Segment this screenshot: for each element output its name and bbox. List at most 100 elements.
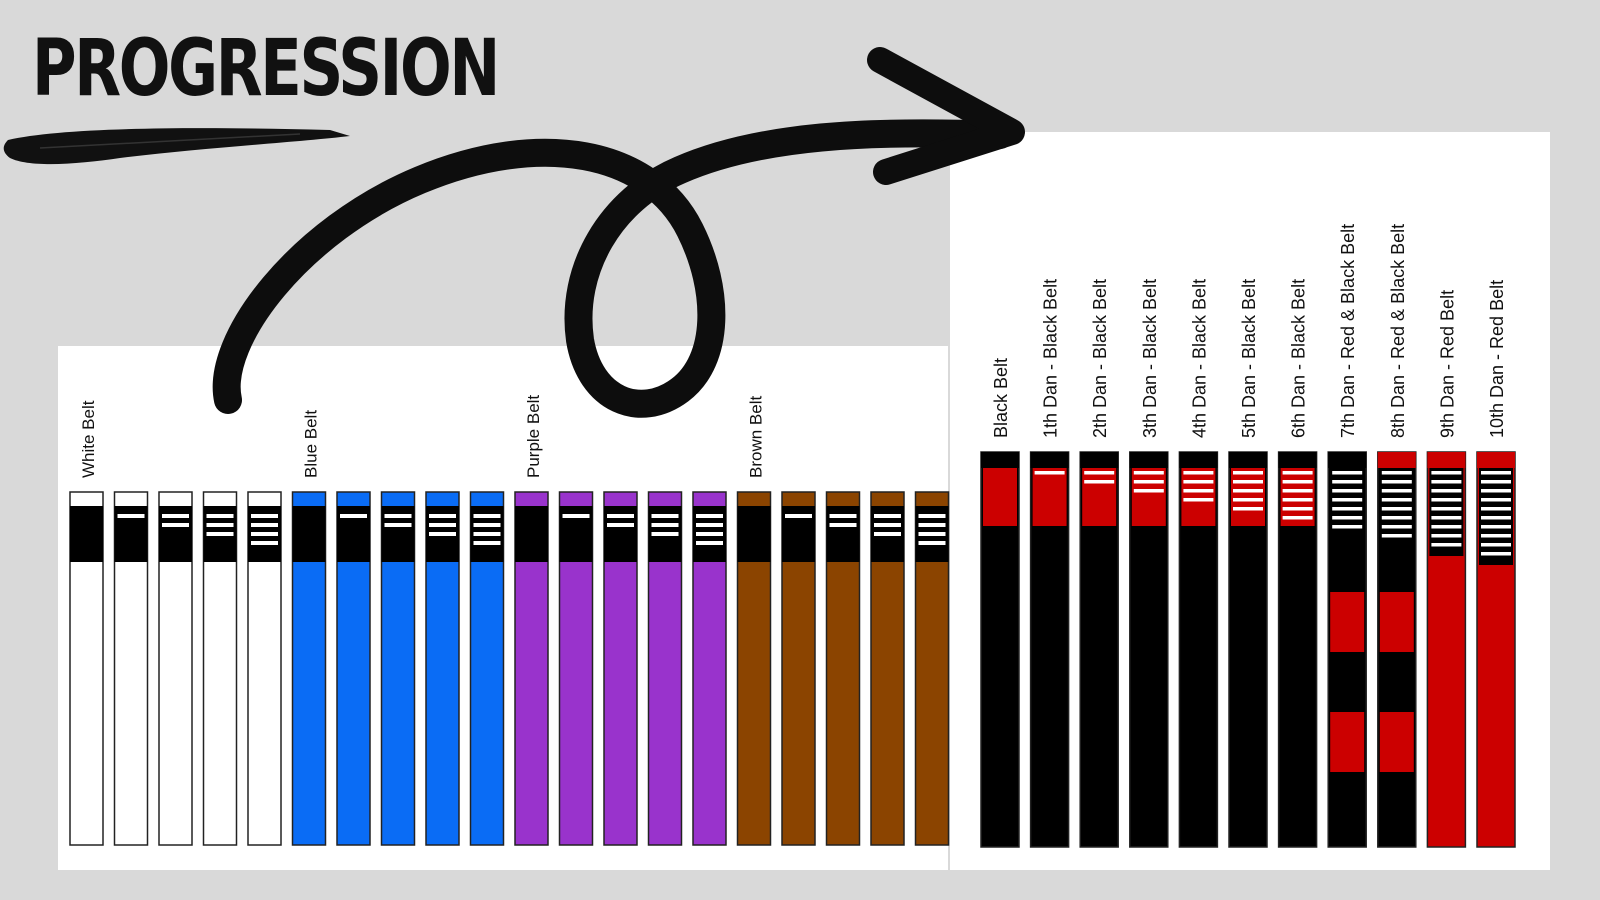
blue-belt-1-stripe — [340, 514, 367, 518]
purple-belt-3-stripe — [651, 532, 679, 536]
dan-belt-label: 3th Dan - Black Belt — [1140, 279, 1160, 438]
brown-belt-4-stripe — [918, 514, 946, 518]
white-belt-4-stripe — [251, 523, 278, 527]
blue-belt-4-stripe — [473, 523, 501, 527]
dan-belt-6-stripe — [1282, 498, 1313, 502]
purple-belt-1-stripe — [562, 514, 590, 518]
dan-belt-4-stripe — [1183, 498, 1214, 502]
dan-belt-6-stripe — [1282, 507, 1313, 511]
dan-belt-5-stripe — [1233, 471, 1263, 475]
blue-belt-3-stripe — [429, 532, 456, 536]
white-belt-2-stripe — [162, 523, 189, 527]
purple-belt-4-stripe — [696, 541, 723, 545]
dan-belt-9-cap — [1427, 452, 1466, 468]
purple-belt-4-stripe — [696, 532, 723, 536]
dan-belt-5-cap — [1229, 452, 1267, 468]
dan-belt-10-stripe — [1481, 534, 1511, 538]
brown-belt-2-stripe — [829, 514, 857, 518]
dan-belt-6-stripe — [1282, 489, 1313, 493]
white-belt-4-stripe — [251, 514, 278, 518]
dan-belt-7-red-patch — [1330, 592, 1365, 652]
brown-belt-1-stripe — [785, 514, 812, 518]
dan-belt-3-rank-bar — [1131, 468, 1166, 526]
brown-belt-0-rank-bar — [737, 506, 771, 562]
dan-belt-3-stripe — [1133, 471, 1164, 475]
dan-belt-3-cap — [1129, 452, 1168, 468]
purple-belt-4-stripe — [696, 514, 723, 518]
dan-belt-2-cap — [1080, 452, 1119, 468]
dan-belt-10-stripe — [1481, 507, 1511, 511]
dan-belt-10-stripe — [1481, 543, 1511, 547]
brown-belt-3-stripe — [874, 514, 901, 518]
brown-belt-2-stripe — [829, 523, 857, 527]
dan-belt-1-rank-bar — [1032, 468, 1067, 526]
white-belt-2-stripe — [162, 514, 189, 518]
dan-belt-2-stripe — [1084, 471, 1115, 475]
dan-belt-7-stripe — [1332, 498, 1363, 502]
dan-belt-9-stripe — [1431, 543, 1462, 547]
dan-belt-7-cap — [1328, 452, 1367, 468]
dan-belt-0-rank-bar — [983, 468, 1017, 526]
purple-belt-3-stripe — [651, 523, 679, 527]
dan-belt-5-stripe — [1233, 480, 1263, 484]
dan-belt-6-stripe — [1282, 471, 1313, 475]
dan-belt-6-stripe — [1282, 516, 1313, 520]
dan-belt-4-stripe — [1183, 489, 1214, 493]
dan-belt-10-cap — [1477, 452, 1515, 468]
dan-belt-8-red-patch — [1379, 712, 1414, 772]
dan-belt-9-stripe — [1431, 534, 1462, 538]
dan-belt-10-stripe — [1481, 489, 1511, 493]
white-belt-0-rank-bar — [70, 506, 103, 562]
white-belt-1-stripe — [117, 514, 145, 518]
dan-belt-7-stripe — [1332, 480, 1363, 484]
dan-belt-4-cap — [1179, 452, 1218, 468]
blue-belt-3-stripe — [429, 523, 456, 527]
dan-belt-5-rank-bar — [1231, 468, 1265, 526]
blue-belt-2-stripe — [384, 514, 412, 518]
dan-belt-8-stripe — [1381, 489, 1412, 493]
belt-label: Blue Belt — [302, 410, 321, 478]
purple-belt-3-stripe — [651, 514, 679, 518]
brown-belt-4-stripe — [918, 523, 946, 527]
dan-belt-4-stripe — [1183, 471, 1214, 475]
purple-belt-2-stripe — [607, 523, 634, 527]
dan-belt-8-cap — [1377, 452, 1416, 468]
dan-belt-8-stripe — [1381, 498, 1412, 502]
dan-belt-label: 2th Dan - Black Belt — [1090, 279, 1110, 438]
page-title: PROGRESSION — [32, 24, 500, 114]
white-belt-3-stripe — [206, 532, 234, 536]
dan-belt-1-stripe — [1034, 471, 1065, 475]
dan-belt-label: 8th Dan - Red & Black Belt — [1388, 224, 1408, 438]
purple-belt-2-stripe — [607, 514, 634, 518]
blue-belt-0-rank-bar — [292, 506, 326, 562]
dan-belt-5-stripe — [1233, 507, 1263, 511]
blue-belt-4-stripe — [473, 532, 501, 536]
dan-belt-10-stripe — [1481, 516, 1511, 520]
blue-belt-4-stripe — [473, 514, 501, 518]
dan-belt-10-stripe — [1481, 552, 1511, 556]
dan-belt-10-stripe — [1481, 498, 1511, 502]
dan-belt-8-stripe — [1381, 480, 1412, 484]
dan-belt-2-rank-bar — [1082, 468, 1117, 526]
dan-belt-label: 10th Dan - Red Belt — [1487, 280, 1507, 438]
dan-belt-4-rank-bar — [1181, 468, 1216, 526]
dan-belt-0-cap — [981, 452, 1019, 468]
blue-belt-4-stripe — [473, 541, 501, 545]
white-belt-4-stripe — [251, 532, 278, 536]
dan-belt-8-red-patch — [1379, 592, 1414, 652]
dan-belt-8-stripe — [1381, 525, 1412, 529]
dan-belt-4-stripe — [1183, 480, 1214, 484]
brown-belt-3-stripe — [874, 523, 901, 527]
dan-belt-6-stripe — [1282, 480, 1313, 484]
purple-belt-4-stripe — [696, 523, 723, 527]
belt-label: White Belt — [79, 400, 98, 478]
belt-label: Purple Belt — [524, 395, 543, 478]
dan-belt-label: 4th Dan - Black Belt — [1189, 279, 1209, 438]
brown-belt-3-stripe — [874, 532, 901, 536]
white-belt-3-stripe — [206, 523, 234, 527]
dan-belt-label: 6th Dan - Black Belt — [1289, 279, 1309, 438]
dan-belt-label: Black Belt — [991, 358, 1011, 438]
dan-belt-1-cap — [1030, 452, 1069, 468]
dan-belt-9-stripe — [1431, 525, 1462, 529]
